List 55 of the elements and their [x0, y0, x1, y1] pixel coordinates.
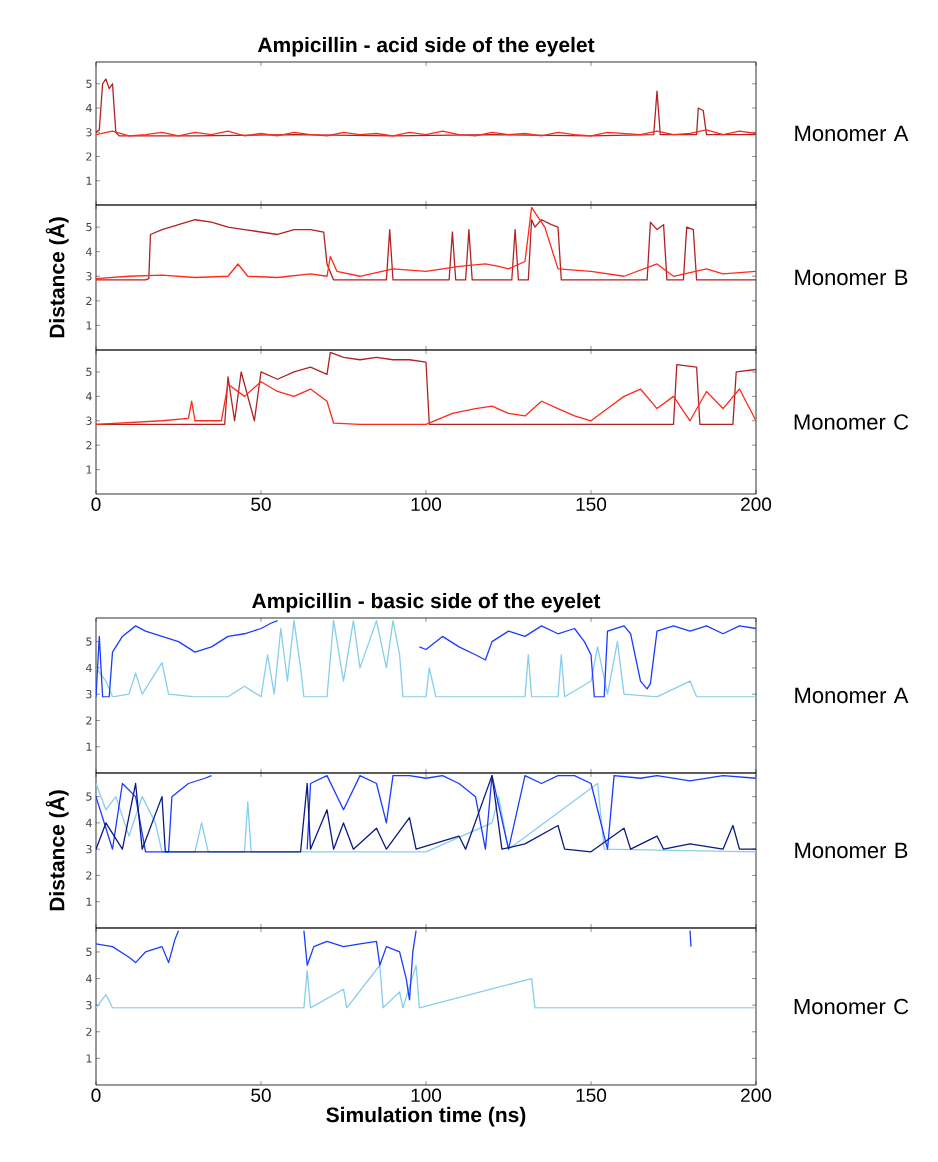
chart-title: Ampicillin - acid side of the eyelet [257, 36, 595, 57]
x-tick-label: 200 [741, 1088, 772, 1102]
y-tick-label: 4 [86, 818, 92, 827]
y-tick-label: 1 [86, 321, 92, 330]
y-tick-label: 2 [86, 1027, 92, 1036]
x-tick-label: 150 [576, 497, 607, 511]
y-tick-label: 5 [86, 367, 92, 377]
text: Monomer A [795, 125, 909, 142]
text: Monomer C [794, 998, 909, 1015]
y-tick-label: 1 [86, 176, 92, 185]
y-tick-label: 4 [86, 247, 92, 256]
x-axis-title: Simulation time (ns) [326, 1106, 526, 1127]
text: Monomer B [795, 842, 908, 859]
x-tick-label: 150 [576, 1088, 607, 1102]
y-tick-label: 3 [86, 1001, 92, 1010]
y-tick-label: 2 [86, 716, 92, 725]
y-tick-label: 5 [86, 223, 92, 232]
y-tick-label: 5 [86, 637, 92, 646]
x-tick-label: 0 [91, 1088, 101, 1102]
chart-title: Ampicillin - basic side of the eyelet [252, 592, 601, 613]
x-tick-label: 100 [411, 497, 442, 511]
text: Monomer A [795, 687, 909, 704]
text: Monomer B [795, 269, 908, 286]
y-tick-label: 4 [86, 974, 92, 983]
y-tick-label: 4 [86, 392, 92, 401]
x-tick-label: 200 [741, 497, 772, 511]
y-tick-label: 1 [86, 742, 92, 751]
y-tick-label: 2 [86, 441, 92, 450]
y-tick-label: 5 [86, 79, 92, 88]
y-tick-label: 2 [86, 152, 92, 161]
y-axis-title: Distance (Å) [45, 217, 69, 338]
x-tick-label: 0 [91, 497, 101, 511]
x-tick-label: 50 [251, 497, 271, 511]
y-axis-title: Distance (Å) [45, 790, 69, 911]
line-series [96, 78, 756, 137]
x-tick-label: 100 [411, 1088, 442, 1102]
y-tick-label: 3 [86, 845, 92, 854]
line-series [96, 206, 756, 280]
y-tick-label: 3 [86, 690, 92, 699]
text: Monomer C [794, 414, 909, 430]
y-tick-label: 5 [86, 792, 92, 801]
x-tick-label: 50 [251, 1088, 271, 1102]
line-series [96, 619, 756, 698]
y-tick-label: 2 [86, 296, 92, 305]
y-tick-label: 3 [86, 272, 92, 281]
y-tick-label: 3 [86, 416, 92, 425]
y-tick-label: 3 [86, 128, 92, 137]
y-tick-label: 4 [86, 104, 92, 113]
y-tick-label: 1 [86, 897, 92, 906]
y-tick-label: 1 [86, 465, 92, 474]
y-tick-label: 4 [86, 663, 92, 672]
y-tick-label: 5 [86, 947, 92, 957]
line-series [96, 381, 756, 426]
y-tick-label: 1 [86, 1054, 92, 1063]
y-tick-label: 2 [86, 871, 92, 880]
